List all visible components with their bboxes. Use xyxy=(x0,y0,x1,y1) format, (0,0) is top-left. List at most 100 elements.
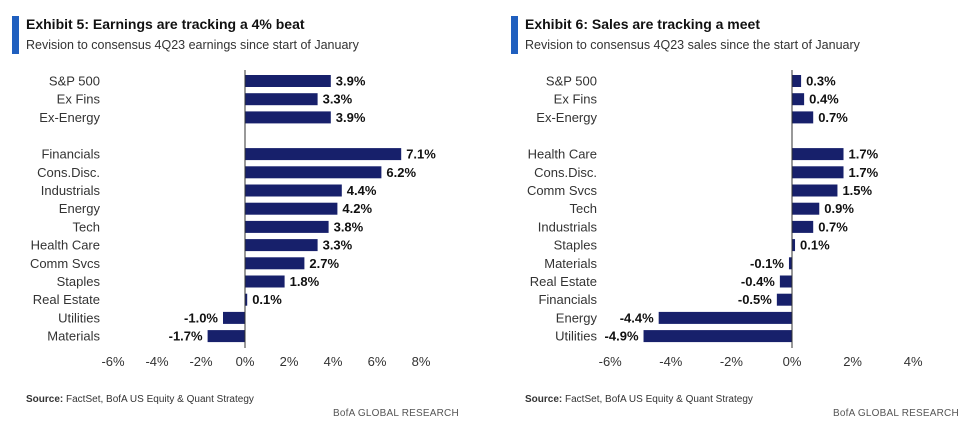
value-label: 4.4% xyxy=(347,183,377,198)
bar xyxy=(245,148,402,161)
category-label: S&P 500 xyxy=(546,74,597,89)
sales-revision-bar-chart: S&P 500 0.3% Ex Fins 0.4% Ex-Energy 0.7% Healt… xyxy=(527,70,923,369)
value-label: -0.5% xyxy=(738,292,772,307)
value-label: -0.1% xyxy=(750,256,784,271)
category-label: Staples xyxy=(554,238,598,253)
x-tick-label: 2% xyxy=(280,354,299,369)
bar xyxy=(245,111,331,124)
chart-title: Exhibit 6: Sales are tracking a meet xyxy=(525,16,760,32)
value-label: -4.4% xyxy=(620,310,654,325)
value-label: 0.1% xyxy=(800,238,830,253)
bar xyxy=(245,93,318,106)
x-tick-label: 0% xyxy=(783,354,802,369)
x-tick-label: -4% xyxy=(659,354,683,369)
category-label: Energy xyxy=(556,310,598,325)
value-label: 0.7% xyxy=(818,110,848,125)
value-label: 3.3% xyxy=(323,92,353,107)
value-label: 0.4% xyxy=(809,92,839,107)
category-label: Real Estate xyxy=(33,292,100,307)
value-label: -1.0% xyxy=(184,310,218,325)
value-label: 3.8% xyxy=(334,219,364,234)
category-label: Health Care xyxy=(528,147,597,162)
bar xyxy=(779,275,792,288)
value-label: 0.1% xyxy=(252,292,282,307)
category-label: Ex Fins xyxy=(57,92,101,107)
category-label: S&P 500 xyxy=(49,74,100,89)
value-label: 1.7% xyxy=(849,165,879,180)
bar xyxy=(792,93,805,106)
category-label: Industrials xyxy=(41,183,101,198)
x-tick-label: 2% xyxy=(843,354,862,369)
earnings-revision-bar-chart: S&P 500 3.9% Ex Fins 3.3% Ex-Energy 3.9% Finan… xyxy=(30,70,436,369)
bar xyxy=(776,293,792,306)
chart-title: Exhibit 5: Earnings are tracking a 4% be… xyxy=(26,16,305,32)
source-label: Source: xyxy=(26,394,64,405)
value-label: 6.2% xyxy=(386,165,416,180)
category-label: Comm Svcs xyxy=(527,183,598,198)
bar xyxy=(792,239,796,252)
category-label: Materials xyxy=(544,256,597,271)
category-label: Cons.Disc. xyxy=(37,165,100,180)
bar xyxy=(788,257,792,270)
x-tick-label: -6% xyxy=(101,354,125,369)
chart-subtitle: Revision to consensus 4Q23 earnings sinc… xyxy=(26,38,359,52)
value-label: 0.7% xyxy=(818,219,848,234)
value-label: 3.3% xyxy=(323,238,353,253)
source-text: FactSet, BofA US Equity & Quant Strategy xyxy=(63,394,254,405)
bar xyxy=(792,166,844,179)
value-label: 1.5% xyxy=(842,183,872,198)
exhibit-5-panel: Exhibit 5: Earnings are tracking a 4% be… xyxy=(0,0,470,446)
bar xyxy=(792,220,814,233)
value-label: 2.7% xyxy=(309,256,339,271)
footer-brand: BofA GLOBAL RESEARCH xyxy=(333,408,459,419)
value-label: 1.8% xyxy=(290,274,320,289)
source-note: Source: FactSet, BofA US Equity & Quant … xyxy=(525,394,753,405)
bar xyxy=(792,75,802,87)
bar xyxy=(245,202,338,215)
bar xyxy=(792,202,820,215)
x-tick-label: 4% xyxy=(904,354,923,369)
category-label: Staples xyxy=(57,274,101,289)
bar xyxy=(658,311,792,324)
category-label: Energy xyxy=(59,201,101,216)
bar xyxy=(245,220,329,233)
category-label: Comm Svcs xyxy=(30,256,101,271)
category-label: Ex-Energy xyxy=(536,110,597,125)
x-tick-label: 6% xyxy=(368,354,387,369)
value-label: 7.1% xyxy=(406,147,436,162)
title-accent-bar xyxy=(511,16,518,54)
bar xyxy=(245,166,382,179)
category-label: Industrials xyxy=(538,219,598,234)
bar xyxy=(207,330,245,343)
x-tick-label: -4% xyxy=(145,354,169,369)
value-label: 0.9% xyxy=(824,201,854,216)
x-tick-label: -2% xyxy=(189,354,213,369)
footer-brand: BofA GLOBAL RESEARCH xyxy=(833,408,958,419)
x-tick-label: 8% xyxy=(412,354,431,369)
category-label: Cons.Disc. xyxy=(534,165,597,180)
x-tick-label: -2% xyxy=(720,354,744,369)
bar xyxy=(245,275,285,288)
bar xyxy=(245,184,342,197)
x-tick-label: 0% xyxy=(236,354,255,369)
chart-subtitle: Revision to consensus 4Q23 sales since t… xyxy=(525,38,860,52)
value-label: -1.7% xyxy=(169,329,203,344)
category-label: Ex Fins xyxy=(554,92,598,107)
bar xyxy=(245,257,305,270)
bar xyxy=(245,293,248,306)
bar xyxy=(643,330,792,343)
bar xyxy=(792,111,814,124)
category-label: Utilities xyxy=(555,329,597,344)
value-label: -4.9% xyxy=(605,329,639,344)
category-label: Financials xyxy=(538,292,597,307)
bar xyxy=(223,311,245,324)
value-label: 4.2% xyxy=(342,201,372,216)
title-accent-bar xyxy=(12,16,19,54)
bar xyxy=(792,184,838,197)
exhibit-6-panel: Exhibit 6: Sales are tracking a meet Rev… xyxy=(497,0,958,446)
bar xyxy=(245,75,331,87)
category-label: Health Care xyxy=(31,238,100,253)
value-label: 1.7% xyxy=(849,147,879,162)
category-label: Financials xyxy=(41,147,100,162)
value-label: 3.9% xyxy=(336,110,366,125)
